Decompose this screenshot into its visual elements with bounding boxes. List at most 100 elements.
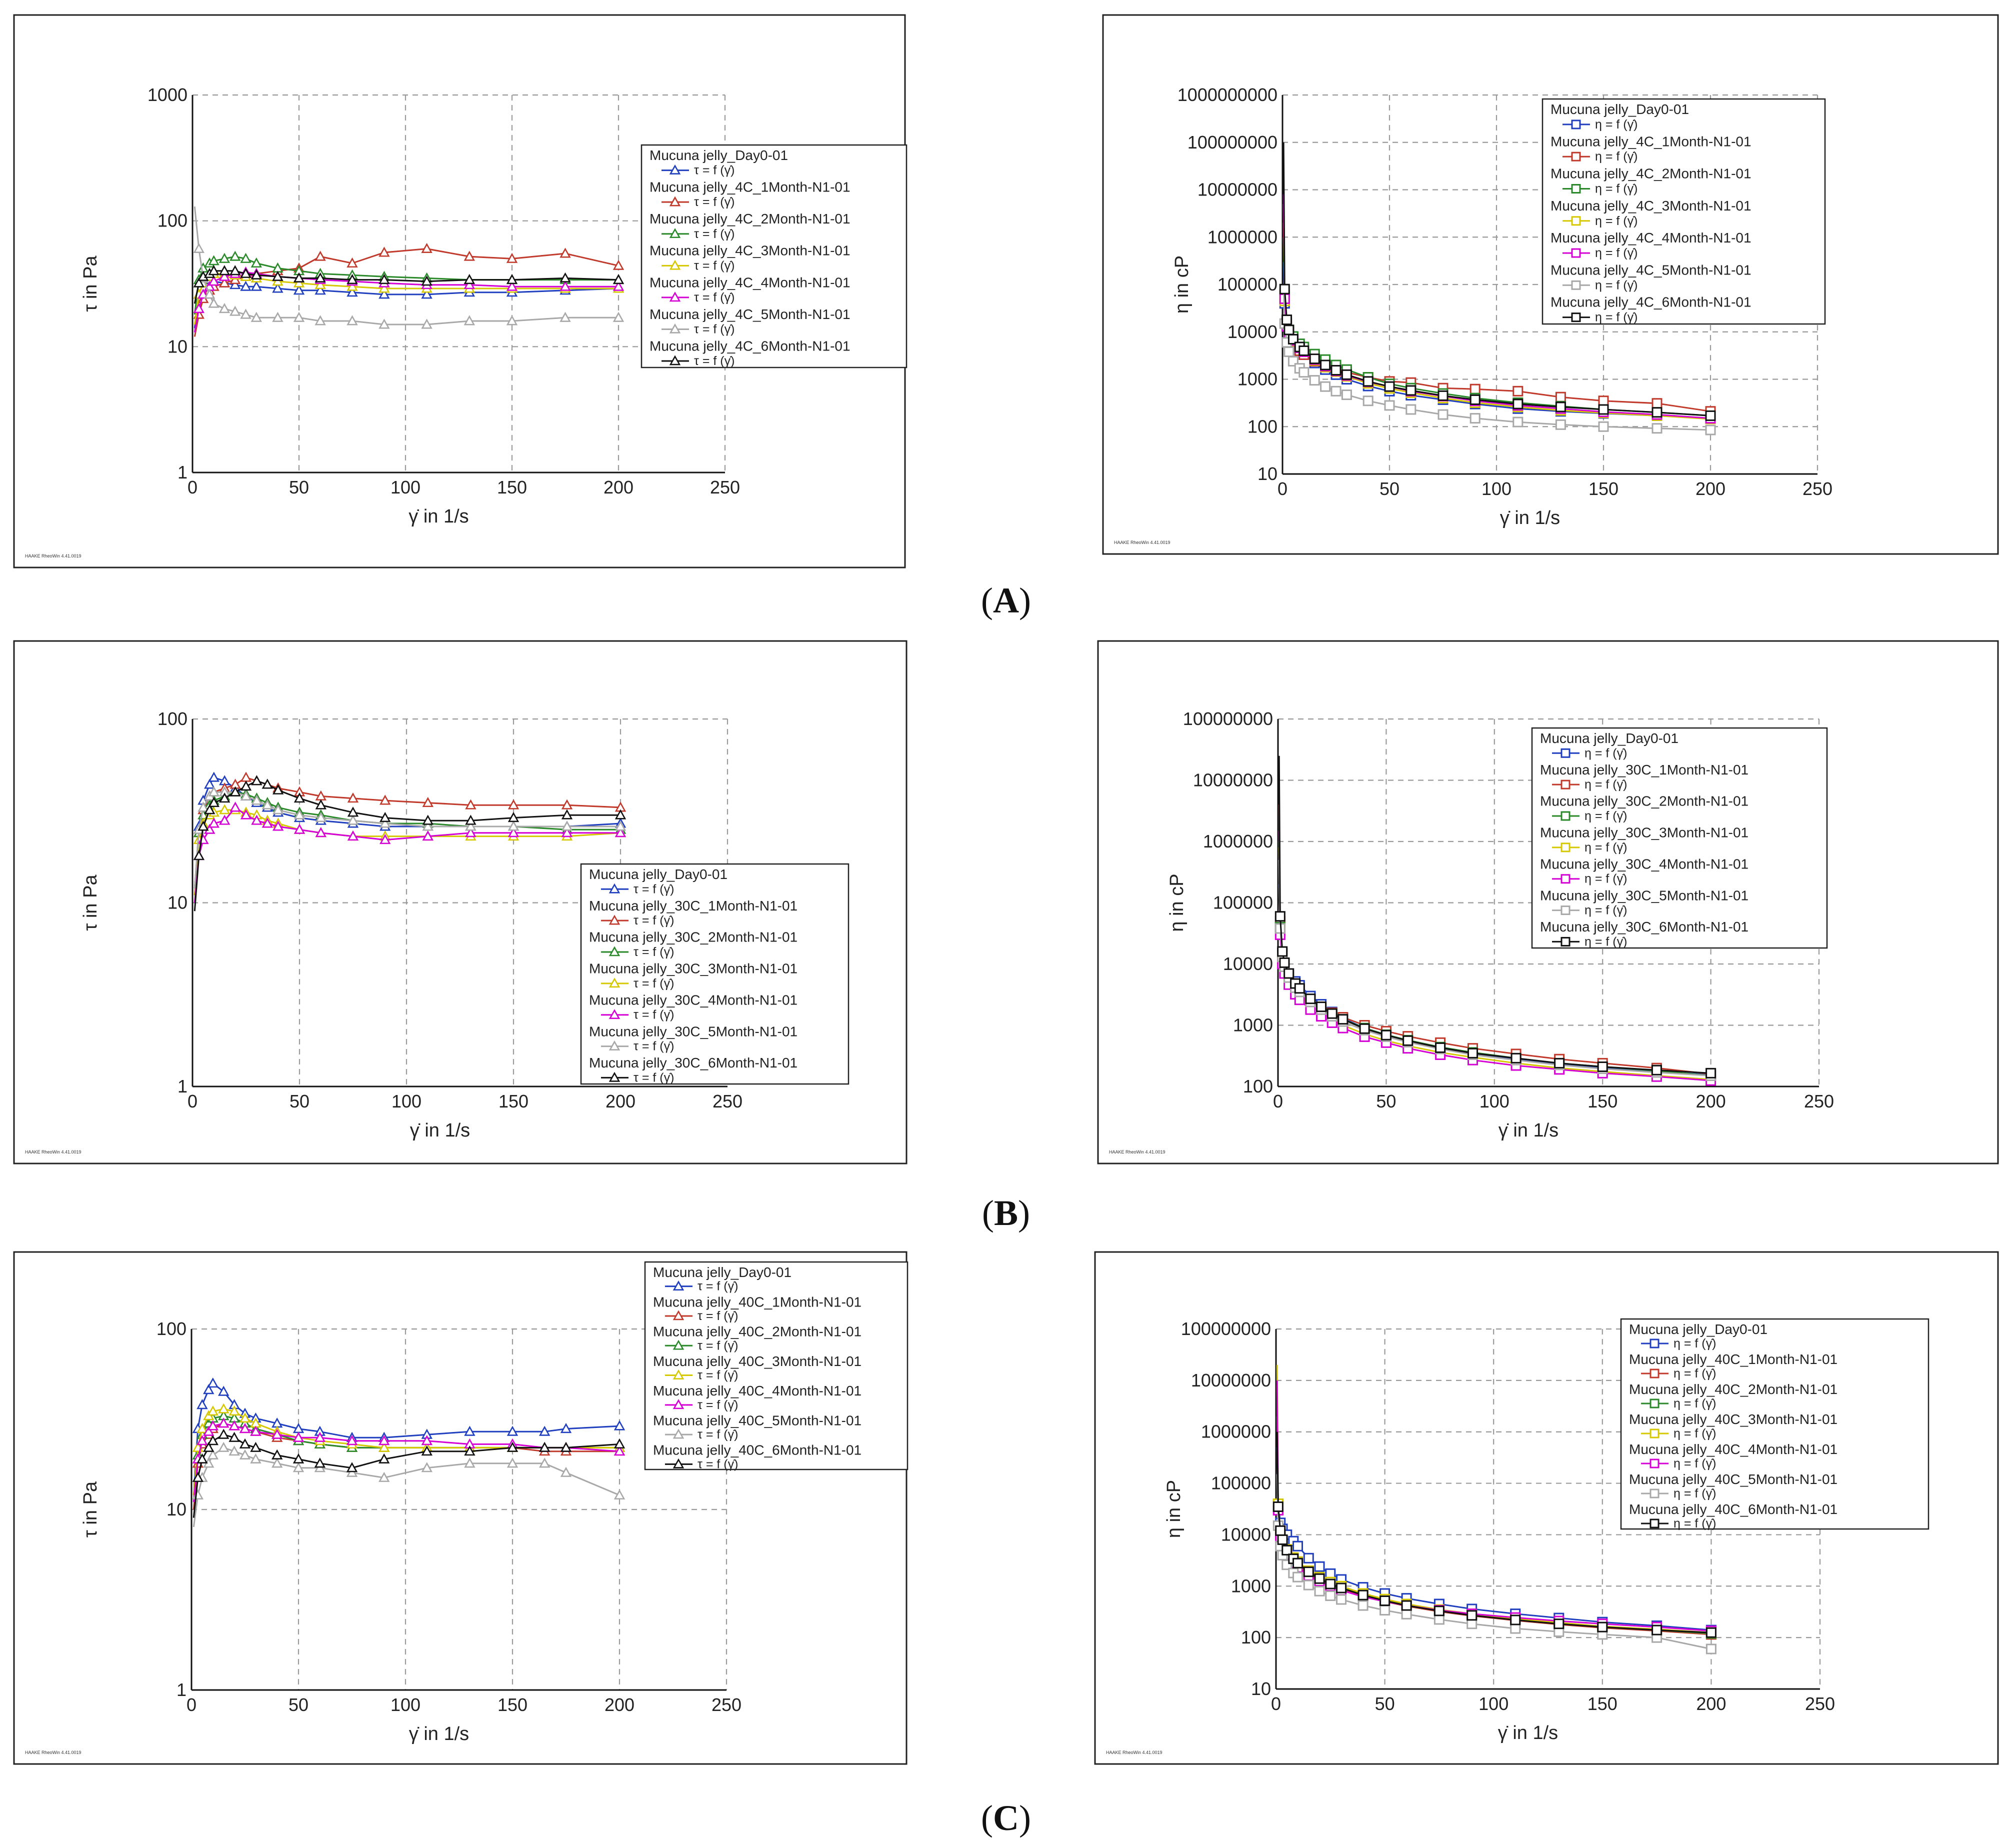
legend-formula: τ = f (γ̇) [694,290,734,304]
legend-swatch-marker [669,196,681,206]
data-point [1401,1608,1412,1620]
data-point [1303,1552,1314,1564]
legend: Mucuna jelly_Day0-01τ = f (γ̇)Mucuna jel… [580,863,850,1085]
legend: Mucuna jelly_Day0-01τ = f (γ̇)Mucuna jel… [640,144,908,368]
data-point [1706,1068,1716,1078]
data-point [614,1438,626,1448]
data-point [1652,1624,1662,1636]
data-point [240,268,252,278]
legend-box [580,863,850,1085]
data-point [1309,375,1320,386]
data-point [204,804,216,814]
data-point [1598,404,1609,415]
y-tick-label: 1000 [148,84,188,105]
legend: Mucuna jelly_Day0-01η = f (γ̇)Mucuna jel… [1620,1318,1930,1530]
data-point [229,278,241,290]
data-point [292,1462,304,1472]
y-tick-label: 100000000 [1183,708,1273,729]
y-tick-label: 100000000 [1181,1318,1271,1339]
data-point [251,814,262,825]
data-point [508,799,520,810]
data-point [218,1428,230,1439]
series-7 [193,775,626,912]
x-tick-label: 200 [604,1694,634,1715]
series-7 [192,1428,626,1518]
data-point [293,284,305,295]
y-tick-label: 1000000 [1201,1422,1271,1442]
legend-swatch-marker [1571,152,1581,162]
x-tick-label: 0 [1271,1694,1281,1714]
x-tick-label: 50 [289,477,309,498]
data-point [218,1386,230,1396]
legend: Mucuna jelly_Day0-01η = f (γ̇)Mucuna jel… [1542,98,1826,325]
y-tick-label: 100000000 [1188,132,1278,152]
legend-entry: Mucuna jelly_4C_5Month-N1-01 [1550,262,1752,278]
data-point [250,280,262,291]
data-point [1284,346,1294,358]
data-point [506,1442,518,1452]
data-point [1277,946,1288,957]
legend-box [1531,727,1828,949]
data-point [346,1466,358,1477]
legend-formula: η = f (γ̇) [1584,934,1627,948]
y-tick-label: 1000000000 [1178,84,1278,105]
data-point [208,255,220,266]
data-point [506,1426,518,1436]
data-point [379,834,391,844]
legend-formula: η = f (γ̇) [1584,840,1627,854]
data-point [193,277,204,288]
legend-swatch-marker [672,1399,684,1410]
data-point [560,1422,572,1434]
data-point [208,796,220,808]
data-point [1358,1590,1368,1600]
legend-formula: τ = f (γ̇) [698,1368,738,1382]
data-point [208,818,220,828]
data-point [1359,1023,1370,1034]
legend-entry: Mucuna jelly_4C_1Month-N1-01 [1550,134,1752,149]
data-point [1338,1014,1348,1025]
legend-entry: Mucuna jelly_4C_2Month-N1-01 [1550,166,1752,182]
y-tick-label: 10000000 [1193,770,1273,790]
data-point [1651,1064,1662,1076]
data-point [378,1435,390,1446]
data-point [207,1449,219,1460]
data-point [422,830,434,841]
legend-swatch-marker [608,914,620,925]
data-point [1466,1610,1478,1621]
legend-formula: η = f (γ̇) [1674,1366,1716,1380]
data-point [293,272,305,282]
legend-entry: Mucuna jelly_4C_5Month-N1-01 [650,306,850,322]
legend-formula: τ = f (γ̇) [698,1398,738,1412]
data-point [293,277,305,288]
x-tick-label: 150 [1588,1091,1618,1112]
data-point [1380,1595,1390,1606]
legend-entry: Mucuna jelly_Day0-01 [1540,730,1678,746]
legend-formula: τ = f (γ̇) [694,322,734,336]
data-point [347,792,359,803]
x-axis-label: γ̇ in 1/s [409,1724,469,1744]
legend-entry: Mucuna jelly_40C_3Month-N1-01 [653,1354,862,1369]
data-point [1284,968,1294,979]
legend-box [640,144,908,368]
data-point [272,804,284,814]
data-point [421,318,432,329]
data-point [508,820,520,831]
legend-swatch-marker [1571,312,1581,322]
data-point [538,1458,550,1468]
legend-entry: Mucuna jelly_40C_1Month-N1-01 [653,1294,862,1310]
software-tag: HAAKE RheoWin 4.41.0019 [1106,1750,1162,1755]
data-point [1314,1586,1325,1596]
data-point [271,1428,283,1439]
legend-entry: Mucuna jelly_30C_2Month-N1-01 [1540,794,1748,809]
data-point [347,830,359,841]
data-point [204,288,216,299]
data-point [1402,1035,1414,1046]
data-point [192,1472,204,1482]
data-point [204,778,216,789]
data-point [421,1446,433,1456]
legend-entry: Mucuna jelly_40C_5Month-N1-01 [1629,1472,1838,1487]
data-point [560,272,571,282]
legend-entry: Mucuna jelly_4C_2Month-N1-01 [650,211,850,226]
legend-swatch-marker [608,883,620,894]
data-point [240,790,252,800]
